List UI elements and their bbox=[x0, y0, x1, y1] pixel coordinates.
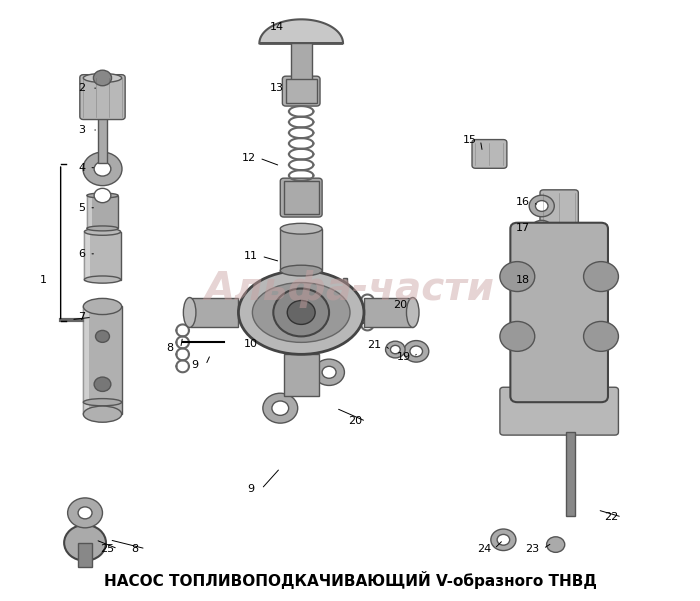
Ellipse shape bbox=[280, 224, 322, 234]
Bar bbox=[290, 43, 312, 85]
Ellipse shape bbox=[407, 297, 419, 328]
Circle shape bbox=[500, 322, 535, 352]
Text: 14: 14 bbox=[270, 22, 284, 31]
Text: 6: 6 bbox=[78, 249, 85, 259]
Circle shape bbox=[83, 152, 122, 186]
Circle shape bbox=[94, 188, 111, 203]
Circle shape bbox=[386, 341, 405, 358]
Text: 3: 3 bbox=[78, 125, 85, 135]
Text: 11: 11 bbox=[244, 251, 258, 261]
FancyBboxPatch shape bbox=[500, 387, 618, 435]
Text: 25: 25 bbox=[100, 544, 114, 554]
Text: 8: 8 bbox=[167, 343, 174, 353]
Ellipse shape bbox=[183, 297, 196, 328]
Circle shape bbox=[531, 221, 553, 239]
Bar bbox=[97, 109, 107, 163]
Text: 18: 18 bbox=[516, 275, 530, 284]
Ellipse shape bbox=[87, 193, 118, 198]
Circle shape bbox=[287, 300, 315, 325]
Bar bbox=[87, 195, 118, 228]
Circle shape bbox=[68, 498, 102, 528]
Ellipse shape bbox=[87, 226, 118, 231]
Text: 1: 1 bbox=[40, 275, 47, 284]
Circle shape bbox=[273, 288, 329, 337]
Circle shape bbox=[584, 322, 618, 352]
Circle shape bbox=[536, 201, 548, 212]
Text: 19: 19 bbox=[397, 352, 411, 362]
Text: 12: 12 bbox=[241, 153, 256, 163]
Bar bbox=[343, 278, 346, 302]
Ellipse shape bbox=[280, 265, 322, 276]
Circle shape bbox=[497, 534, 510, 545]
FancyBboxPatch shape bbox=[510, 223, 608, 402]
Circle shape bbox=[322, 366, 336, 378]
Ellipse shape bbox=[239, 270, 364, 355]
Bar bbox=[190, 297, 239, 328]
Text: 16: 16 bbox=[516, 197, 530, 207]
Bar bbox=[78, 543, 92, 567]
Bar bbox=[85, 232, 120, 279]
Circle shape bbox=[272, 401, 288, 415]
FancyBboxPatch shape bbox=[282, 76, 320, 106]
Text: 23: 23 bbox=[526, 544, 540, 554]
Circle shape bbox=[536, 225, 547, 235]
FancyBboxPatch shape bbox=[280, 178, 322, 217]
Circle shape bbox=[391, 346, 400, 354]
Circle shape bbox=[64, 525, 106, 561]
Ellipse shape bbox=[85, 276, 120, 283]
Text: 4: 4 bbox=[78, 163, 85, 172]
Text: 5: 5 bbox=[78, 203, 85, 213]
FancyBboxPatch shape bbox=[540, 190, 578, 232]
Text: 9: 9 bbox=[247, 484, 255, 494]
Ellipse shape bbox=[83, 73, 122, 82]
FancyBboxPatch shape bbox=[80, 75, 125, 120]
Text: 10: 10 bbox=[244, 338, 258, 349]
Circle shape bbox=[410, 346, 423, 357]
Circle shape bbox=[78, 507, 92, 519]
Text: 17: 17 bbox=[516, 222, 530, 233]
Text: 2: 2 bbox=[78, 83, 85, 93]
Bar bbox=[286, 79, 316, 103]
Text: 15: 15 bbox=[463, 135, 477, 145]
Circle shape bbox=[584, 261, 618, 291]
Ellipse shape bbox=[83, 398, 122, 406]
Text: 13: 13 bbox=[270, 83, 284, 93]
Circle shape bbox=[500, 261, 535, 291]
Circle shape bbox=[94, 162, 111, 176]
Circle shape bbox=[314, 359, 344, 385]
Text: 24: 24 bbox=[477, 544, 491, 554]
Bar bbox=[85, 232, 90, 279]
Text: 21: 21 bbox=[368, 340, 382, 350]
Circle shape bbox=[94, 377, 111, 391]
Bar bbox=[284, 355, 318, 396]
Circle shape bbox=[93, 70, 111, 86]
Bar bbox=[364, 297, 413, 328]
FancyBboxPatch shape bbox=[472, 139, 507, 168]
Polygon shape bbox=[260, 19, 343, 43]
Text: 22: 22 bbox=[604, 512, 619, 522]
Ellipse shape bbox=[85, 228, 120, 236]
Bar bbox=[284, 181, 318, 214]
Circle shape bbox=[491, 529, 516, 551]
Text: 8: 8 bbox=[132, 544, 139, 554]
Ellipse shape bbox=[83, 299, 122, 314]
Text: 20: 20 bbox=[393, 300, 407, 310]
Circle shape bbox=[95, 331, 109, 343]
Bar bbox=[83, 307, 122, 414]
Circle shape bbox=[404, 341, 429, 362]
Bar bbox=[566, 432, 575, 516]
Text: НАСОС ТОПЛИВОПОДКАЧИВАЮЩИЙ V-образного ТНВД: НАСОС ТОПЛИВОПОДКАЧИВАЮЩИЙ V-образного Т… bbox=[104, 572, 596, 590]
Bar bbox=[83, 307, 89, 414]
Circle shape bbox=[262, 393, 298, 423]
Circle shape bbox=[547, 537, 565, 552]
Ellipse shape bbox=[253, 282, 350, 343]
Circle shape bbox=[529, 195, 554, 217]
Ellipse shape bbox=[83, 406, 122, 423]
Bar bbox=[280, 229, 322, 270]
Bar bbox=[87, 195, 92, 228]
Text: 20: 20 bbox=[349, 416, 363, 426]
Text: Альфа-части: Альфа-части bbox=[205, 269, 495, 308]
Text: 9: 9 bbox=[192, 360, 199, 370]
Text: 7: 7 bbox=[78, 313, 85, 322]
